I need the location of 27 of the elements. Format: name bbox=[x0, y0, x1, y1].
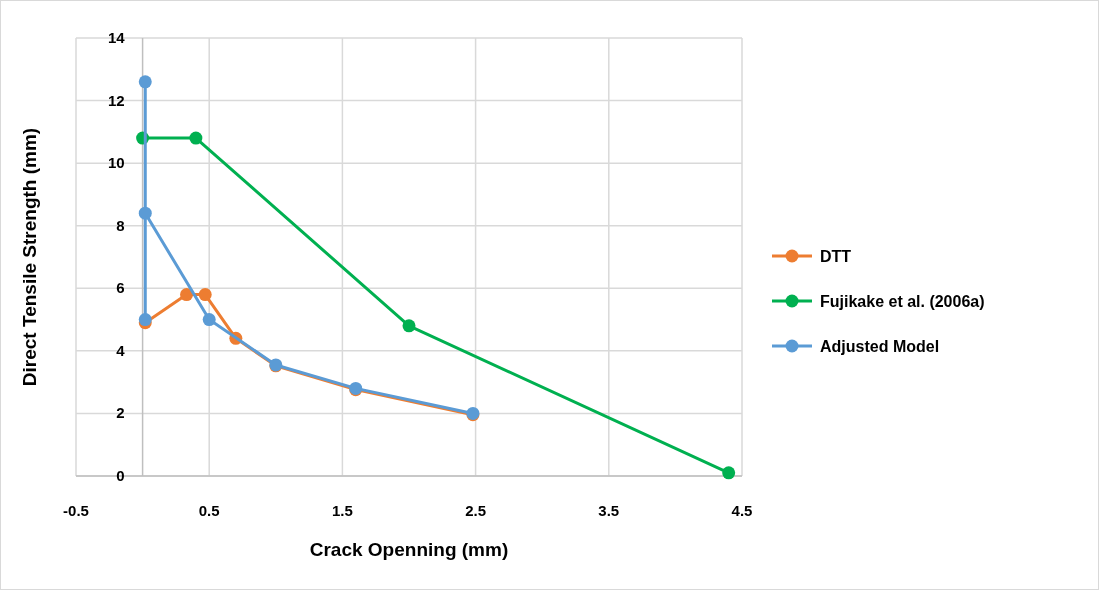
point bbox=[138, 75, 152, 89]
x-tick-label: 0.5 bbox=[198, 502, 220, 519]
y-tick-label: 6 bbox=[116, 279, 125, 297]
point bbox=[189, 131, 203, 145]
y-tick-label: 14 bbox=[107, 29, 126, 46]
legend-label: Adjusted Model bbox=[820, 338, 940, 355]
y-tick-label: 10 bbox=[107, 154, 125, 172]
x-tick-label: 3.5 bbox=[598, 502, 620, 519]
point bbox=[202, 313, 216, 327]
x-tick-label: 1.5 bbox=[331, 502, 353, 519]
legend-label: DTT bbox=[820, 248, 852, 265]
x-axis-title: Crack Openning (mm) bbox=[309, 539, 509, 560]
y-tick-label: 2 bbox=[116, 404, 125, 422]
y-tick-label: 8 bbox=[116, 216, 125, 234]
x-tick-label: 2.5 bbox=[465, 502, 487, 519]
legend-label: Fujikake et al. (2006a) bbox=[820, 293, 985, 310]
point bbox=[198, 288, 212, 302]
y-tick-label: 12 bbox=[107, 91, 125, 109]
x-tick-label: 4.5 bbox=[731, 502, 753, 519]
point bbox=[180, 288, 194, 302]
point bbox=[138, 206, 152, 220]
y-tick-label: 4 bbox=[116, 341, 126, 359]
point bbox=[722, 466, 736, 480]
y-tick-label: 0 bbox=[116, 467, 125, 484]
x-tick-label: -0.5 bbox=[63, 502, 89, 519]
y-axis-title: Direct Tensile Strength (mm) bbox=[19, 127, 40, 387]
point bbox=[402, 319, 416, 333]
